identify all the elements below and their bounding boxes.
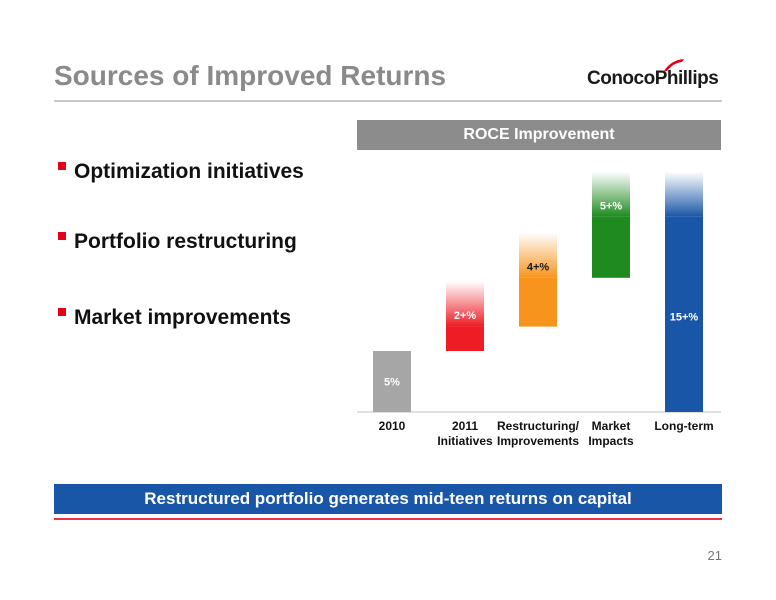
bar-value-label: 5% xyxy=(384,377,400,389)
x-tick-label: Restructuring/ xyxy=(497,419,580,433)
bullet-text: Market improvements xyxy=(74,306,292,329)
waterfall-bar xyxy=(592,216,630,278)
bar-fade-extension xyxy=(665,171,703,217)
bullet-item: Optimization initiatives xyxy=(58,160,304,184)
bar-value-label: 2+% xyxy=(454,310,477,322)
waterfall-bar xyxy=(446,326,484,351)
bullet-marker-icon xyxy=(58,232,66,240)
chart-title: ROCE Improvement xyxy=(357,120,721,150)
x-tick-label: Impacts xyxy=(588,434,634,448)
logo-swoosh-icon xyxy=(664,59,684,71)
waterfall-bar xyxy=(373,351,411,412)
bullet-marker-icon xyxy=(58,162,66,170)
x-tick-label: Market xyxy=(592,419,631,433)
waterfall-bar xyxy=(665,216,703,412)
company-logo: ConocoPhillips xyxy=(587,58,722,94)
bullet-text: Portfolio restructuring xyxy=(74,230,297,253)
x-tick-label: Improvements xyxy=(497,434,579,448)
x-tick-label: 2010 xyxy=(379,419,406,433)
bar-value-label: 5+% xyxy=(600,200,623,212)
logo-text: ConocoPhillips xyxy=(587,68,719,89)
x-tick-label: Long-term xyxy=(654,419,713,433)
waterfall-bar xyxy=(519,277,557,327)
bullet-text: Optimization initiatives xyxy=(74,160,304,183)
title-divider xyxy=(54,100,722,102)
x-tick-label: 2011 xyxy=(452,419,478,433)
bullet-marker-icon xyxy=(58,308,66,316)
summary-banner: Restructured portfolio generates mid-tee… xyxy=(54,484,722,514)
page-number: 21 xyxy=(707,548,722,563)
banner-divider xyxy=(54,518,722,520)
bar-fade-extension xyxy=(592,171,630,217)
bar-fade-extension xyxy=(446,281,484,327)
page-title: Sources of Improved Returns xyxy=(54,60,447,91)
bullet-item: Market improvements xyxy=(58,306,291,330)
bar-fade-extension xyxy=(519,232,557,278)
x-tick-label: Initiatives xyxy=(437,434,493,448)
bar-value-label: 15+% xyxy=(670,312,699,324)
bullet-item: Portfolio restructuring xyxy=(58,230,297,254)
bar-value-label: 4+% xyxy=(527,261,550,273)
